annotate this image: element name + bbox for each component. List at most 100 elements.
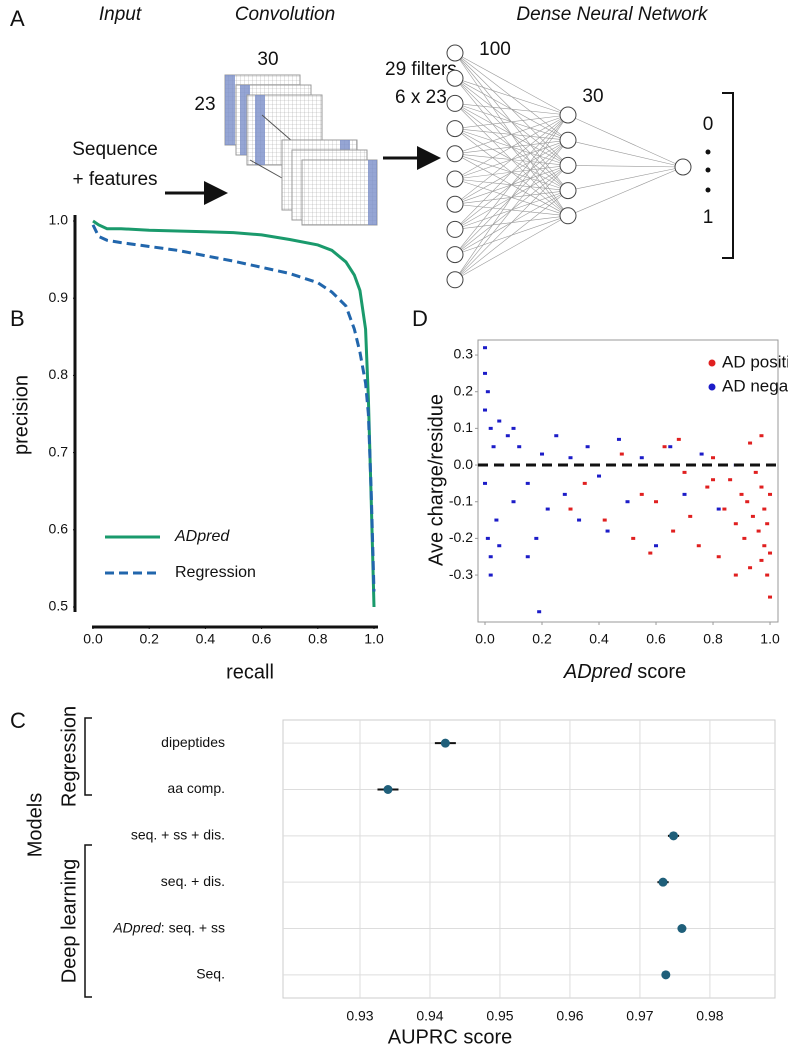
point [619,452,624,456]
edge [454,114,569,129]
edge [454,114,569,155]
point [483,408,488,412]
point [654,500,659,504]
y-axis-label: precision [10,375,32,455]
y-tick-label: 0.0 [454,456,474,472]
layer-size: 100 [479,39,511,60]
point [597,474,602,478]
point [616,437,621,441]
neuron [446,271,464,289]
point [485,390,490,394]
dot [677,924,687,933]
point [762,544,767,548]
point [511,500,516,504]
panel-label: D [412,306,428,331]
category-label: seq. + ss + dis. [131,827,225,843]
category-label: seq. + dis. [161,873,225,889]
point [554,434,559,438]
x-axis-label: ADpred score [563,661,686,683]
y-tick-label: 0.1 [454,419,474,435]
point [759,434,764,438]
filter-label: 29 filters [385,59,457,80]
y-tick-label: -0.1 [449,492,473,508]
point [676,437,681,441]
point [497,544,502,548]
x-tick-label: 0.8 [308,631,328,647]
group-label: Regression [58,706,80,807]
x-tick-label: 0.94 [416,1008,443,1024]
filter-label: 6 x 23 [395,87,447,108]
category-label: ADpred: seq. + ss [112,919,225,935]
input-label: Sequence [72,139,158,160]
neuron [674,158,692,176]
x-tick-label: 0.4 [196,631,216,647]
dot [440,738,450,748]
dot [705,187,711,193]
x-tick-label: 0.6 [646,631,666,647]
neuron [446,220,464,238]
edge [454,165,569,281]
edge [454,190,569,281]
y-tick-label: -0.2 [449,529,473,545]
dot [669,831,679,841]
x-tick-label: 0.95 [486,1008,513,1024]
edge [454,114,569,230]
point [568,507,573,511]
point [602,518,607,522]
point [585,445,590,449]
point [768,492,773,496]
point [488,573,493,577]
dot [705,149,711,155]
y-tick-label: -0.3 [449,566,473,582]
legend-swatch [708,359,716,367]
neuron [446,44,464,62]
point [662,445,667,449]
category-label: Seq. [196,966,225,982]
connector [249,159,283,179]
y-tick-label: 0.7 [49,443,69,459]
point [511,426,516,430]
output-bracket [722,92,734,259]
x-tick-label: 0.97 [626,1008,653,1024]
point [750,514,755,518]
point [728,478,733,482]
point [625,500,630,504]
point [733,573,738,577]
panel-label: A [10,6,25,31]
panel-a: A Input Convolution Dense Neural Network… [10,4,734,289]
neuron [446,69,464,87]
y-tick-label: 0.2 [454,382,474,398]
point [745,500,750,504]
point [711,456,716,460]
point [756,529,761,533]
panel-label: C [10,708,26,733]
x-tick-label: 0.6 [252,631,272,647]
point [639,492,644,496]
point [631,536,636,540]
y-tick-label: 0.3 [454,346,474,362]
point [545,507,550,511]
x-tick-label: 1.0 [364,631,384,647]
neuron [446,170,464,188]
header: Dense Neural Network [516,4,709,25]
point [716,555,721,559]
category-label: aa comp. [167,780,225,796]
y-tick-label: 1.0 [49,212,69,228]
point [562,492,567,496]
filter [368,160,377,225]
edge [454,52,569,116]
edge [454,114,569,255]
point [768,551,773,555]
point [648,551,653,555]
point [568,456,573,460]
x-tick-label: 0.0 [475,631,495,647]
point [739,492,744,496]
legend-swatch [708,383,716,391]
point [537,610,542,614]
point [682,470,687,474]
point [759,485,764,489]
point [716,507,721,511]
point [682,492,687,496]
output-label: 1 [703,207,714,228]
point [765,573,770,577]
